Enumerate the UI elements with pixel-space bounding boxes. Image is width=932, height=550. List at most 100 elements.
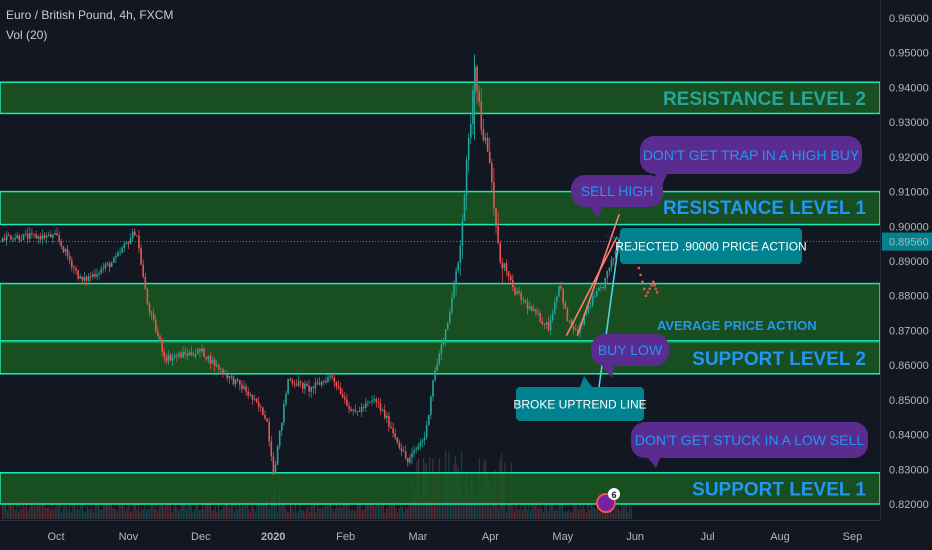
volume-bar [283,503,285,519]
volume-bar [408,500,410,519]
candle-body [350,409,352,411]
candle-body [486,137,489,152]
candle-body [312,386,315,389]
candle-body [583,313,585,325]
volume-bar [538,509,539,519]
candle-body [549,319,552,331]
volume-bar [598,512,600,519]
candle-body [562,288,564,304]
volume-bar [587,500,589,519]
volume-bar [117,511,119,519]
volume-bar [189,505,191,519]
volume-bar [141,508,143,519]
volume-bar [155,502,157,519]
candle-body [614,251,617,259]
candle-body [194,353,197,356]
candle-body [413,450,415,454]
volume-bar [230,504,232,519]
volume-bar [357,502,359,519]
candle-body [465,160,468,196]
candle-body [33,233,35,235]
candle-body [514,287,516,295]
candle-body [365,403,367,408]
time-axis[interactable]: Oct Nov Dec 2020 Feb Mar Apr May Jun Jul Aug Sep [0,520,880,544]
candle-body [449,312,451,323]
volume-bar [109,505,111,519]
volume-bar [349,508,351,519]
volume-bar [200,509,202,519]
volume-bar [389,504,391,519]
candle-body [470,123,472,138]
volume-indicator-label[interactable]: Vol (20) [6,28,48,42]
volume-bar [573,504,575,519]
symbol-title[interactable]: Euro / British Pound, 4h, FXCM [6,8,174,22]
price-tick-label: 0.91000 [889,187,929,199]
candle-body [488,151,491,163]
volume-bar [139,511,141,519]
candle-body [558,285,560,297]
candle-body [547,322,550,331]
candle-body [543,323,546,325]
volume-bar [512,505,514,519]
event-count: 6 [611,490,616,500]
candle-body [176,355,178,357]
candle-body [390,426,392,429]
candle-body [163,351,165,358]
volume-bar [379,506,381,519]
projection-dot [637,266,641,270]
volume-bar [333,510,335,519]
volume-bar [112,508,114,519]
candle-body [572,326,575,330]
candle-body [356,411,359,412]
volume-bar [288,511,290,519]
volume-bar [66,506,67,519]
candle-body [131,231,134,239]
time-tick-label: Sep [843,531,863,543]
volume-bar [232,502,234,519]
volume-bar [549,504,551,519]
candle-body [480,101,483,130]
volume-bar [178,510,179,519]
price-axis[interactable]: 0.96000 0.95000 0.94000 0.93000 0.92000 0.910… [880,0,932,550]
volume-bar [498,508,499,519]
volume-bar [34,506,35,519]
volume-bar [306,508,307,519]
volume-bar [162,504,163,519]
candle-body [180,353,182,358]
volume-bar [622,503,624,519]
volume-bar [85,511,87,519]
volume-bar [134,503,136,519]
volume-bar [563,512,565,519]
candle-body [173,355,176,358]
time-tick-label: Nov [119,531,139,543]
candle-body [56,233,58,236]
volume-bar [227,504,229,519]
price-tick-label: 0.84000 [889,430,929,442]
candle-body [134,231,136,236]
callout-pointer [648,458,660,468]
volume-bar [226,501,227,519]
candle-body [612,258,615,260]
volume-bar [270,498,272,519]
volume-bar [261,499,263,519]
volume-bar [147,508,149,519]
candle-body [167,355,170,362]
candle-body [121,248,123,253]
volume-bar [629,501,631,519]
candle-body [331,375,333,378]
volume-bar [91,507,93,519]
volume-bar [477,495,479,519]
candle-body [3,238,6,241]
volume-bar [586,512,587,519]
candle-body [285,393,287,404]
candle-body [245,386,247,392]
time-tick-label: May [552,531,573,543]
candle-body [140,248,142,265]
projection-dot [648,287,651,291]
candle-body [247,391,249,396]
volume-bar [218,504,219,519]
volume-bar [146,509,147,519]
callout-2: REJECTED .90000 PRICE ACTION [604,228,807,264]
candle-body [108,263,111,268]
